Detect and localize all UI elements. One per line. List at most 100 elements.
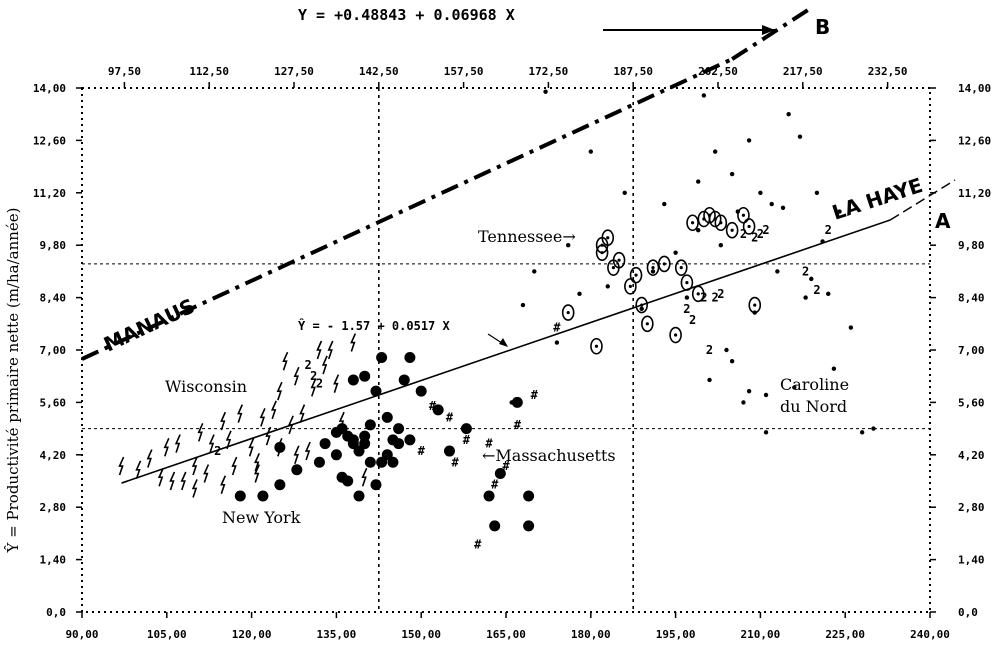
point-massachusetts: #	[485, 437, 493, 451]
point-wisconsin	[174, 434, 181, 453]
point-caroline-du-nord	[662, 201, 667, 207]
point-caroline-du-nord	[831, 366, 837, 371]
point-2: 2	[310, 369, 317, 383]
point-wisconsin	[338, 411, 345, 431]
point-new-york	[347, 438, 359, 450]
point-caroline-du-nord	[809, 276, 814, 282]
regression-label-arrowhead	[499, 338, 508, 347]
point-caroline-du-nord	[718, 243, 724, 248]
point-wisconsin	[254, 452, 260, 472]
point-new-york	[432, 404, 444, 416]
x-top-tick-label: 112,50	[189, 65, 229, 78]
y-right-tick-label: 4,20	[958, 449, 985, 462]
x-top-tick-label: 187,50	[613, 65, 653, 78]
point-new-york	[364, 456, 376, 468]
point-wisconsin	[293, 445, 300, 465]
x-bottom-tick-label: 105,00	[147, 628, 187, 641]
point-new-york	[415, 385, 427, 397]
point-massachusetts: #	[502, 459, 510, 473]
point-tennessee-center	[651, 266, 655, 270]
point-caroline-du-nord	[746, 138, 752, 143]
point-caroline-du-nord	[622, 190, 627, 195]
point-tennessee	[691, 285, 705, 303]
point-2: 2	[813, 283, 820, 297]
point-new-york	[274, 479, 286, 491]
x-bottom-tick-label: 150,00	[401, 628, 441, 641]
point-wisconsin	[293, 366, 300, 386]
point-2: 2	[751, 231, 758, 245]
label-caroline: Caroline	[780, 375, 849, 394]
point-tennessee	[725, 221, 739, 239]
point-wisconsin	[259, 408, 266, 427]
y-left-tick-label: 14,00	[33, 82, 66, 95]
point-caroline-du-nord	[532, 269, 537, 274]
point-tennessee-center	[594, 344, 599, 348]
y-left-tick-label: 9,80	[40, 239, 67, 252]
point-new-york	[404, 351, 416, 363]
point-massachusetts: #	[429, 399, 437, 413]
point-wisconsin	[180, 471, 187, 491]
point-new-york	[393, 438, 405, 450]
point-new-york	[370, 385, 382, 397]
point-new-york	[370, 479, 382, 491]
y-left-tick-label: 11,20	[33, 187, 66, 200]
point-new-york	[234, 490, 246, 502]
point-tennessee	[674, 259, 688, 276]
line-manaus	[81, 57, 733, 361]
point-2: 2	[802, 264, 809, 278]
point-new-york	[376, 456, 388, 468]
point-new-york	[364, 419, 376, 431]
x-bottom-tick-label: 225,00	[825, 628, 865, 641]
point-tennessee-center	[634, 273, 638, 277]
point-wisconsin	[282, 351, 289, 371]
point-tennessee-center	[606, 236, 610, 240]
y-right-tick-label: 1,40	[958, 554, 985, 567]
point-new-york	[398, 374, 410, 386]
point-new-york	[483, 490, 495, 502]
x-bottom-tick-label: 240,00	[910, 628, 950, 641]
point-tennessee-center	[566, 310, 570, 315]
x-bottom-tick-label: 195,00	[656, 628, 696, 641]
label-wisconsin: Wisconsin	[165, 377, 247, 396]
label-a: A	[935, 209, 951, 233]
point-wisconsin	[118, 456, 125, 476]
x-top-tick-label: 217,50	[783, 65, 823, 78]
point-2: 2	[825, 223, 832, 237]
point-tennessee-center	[747, 224, 751, 229]
point-tennessee	[742, 218, 756, 235]
point-massachusetts: #	[531, 388, 539, 402]
point-massachusetts: #	[418, 444, 426, 458]
point-caroline-du-nord	[775, 269, 780, 274]
tick-labels: 90,00 105,00 120,00 135,00 150,00 165,00 180,0…	[4, 65, 991, 641]
point-new-york	[381, 449, 393, 461]
point-wisconsin	[287, 415, 294, 435]
point-caroline-du-nord	[763, 430, 769, 435]
point-new-york	[319, 438, 331, 450]
regression-equation-label: Ŷ = - 1.57 + 0.0517 X	[298, 318, 450, 333]
point-new-york	[359, 370, 371, 382]
point-tennessee	[708, 210, 722, 228]
point-massachusetts: #	[474, 538, 482, 552]
point-tennessee-center	[600, 243, 604, 247]
point-tennessee-center	[696, 292, 700, 296]
x-top-tick-label: 172,50	[529, 65, 569, 78]
y-right-tick-label: 0,0	[958, 606, 978, 619]
point-caroline-du-nord	[729, 171, 735, 177]
point-caroline-du-nord	[826, 291, 831, 297]
point-caroline-du-nord	[639, 306, 644, 312]
x-bottom-tick-label: 210,00	[741, 628, 781, 641]
point-tennessee	[635, 296, 648, 314]
y-left-tick-label: 8,40	[40, 292, 67, 305]
point-caroline-du-nord	[577, 291, 582, 297]
point-tennessee-center	[690, 221, 695, 225]
point-wisconsin	[157, 467, 164, 487]
point-2: 2	[706, 343, 713, 357]
point-new-york	[523, 490, 535, 502]
y-right-tick-label: 11,20	[958, 187, 991, 200]
point-wisconsin	[265, 426, 272, 446]
point-tennessee	[680, 274, 694, 291]
point-new-york	[342, 475, 354, 487]
point-caroline-du-nord	[792, 385, 797, 390]
x-bottom-tick-label: 120,00	[232, 628, 272, 641]
